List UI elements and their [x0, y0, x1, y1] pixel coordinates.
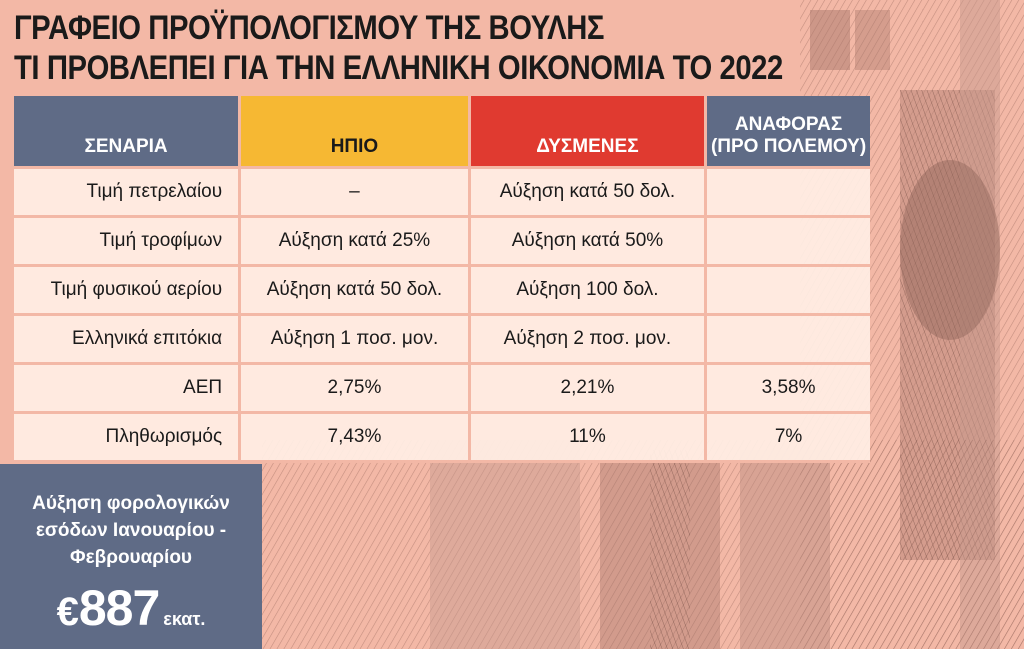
cell-adverse: 11% — [467, 414, 705, 463]
amount-unit: εκατ. — [163, 609, 206, 629]
table-row: Ελληνικά επιτόκια Αύξηση 1 ποσ. μον. Αύξ… — [14, 316, 870, 365]
header-reference: ΑΝΑΦΟΡΑΣ (ΠΡΟ ΠΟΛΕΜΟΥ) — [704, 96, 870, 169]
table-row: ΑΕΠ 2,75% 2,21% 3,58% — [14, 365, 870, 414]
tax-caption-line-1: Αύξηση φορολογικών — [32, 493, 230, 514]
row-label: Πληθωρισμός — [14, 414, 239, 463]
tax-revenue-amount: €887 εκατ. — [0, 579, 262, 637]
scenarios-table: ΣΕΝΑΡΙΑ ΗΠΙΟ ΔΥΣΜΕΝΕΣ ΑΝΑΦΟΡΑΣ (ΠΡΟ ΠΟΛΕ… — [14, 96, 870, 463]
cell-adverse: 2,21% — [467, 365, 705, 414]
cell-reference: 3,58% — [704, 365, 870, 414]
tax-caption-line-3: Φεβρουαρίου — [69, 547, 192, 568]
cell-reference — [704, 218, 870, 267]
header-reference-line-2: (ΠΡΟ ΠΟΛΕΜΟΥ) — [710, 136, 867, 157]
header-scenarios: ΣΕΝΑΡΙΑ — [14, 96, 239, 169]
cell-adverse: Αύξηση κατά 50% — [467, 218, 705, 267]
cell-reference — [704, 267, 870, 316]
tax-revenue-box: Αύξηση φορολογικών εσόδων Ιανουαρίου - Φ… — [0, 464, 262, 649]
cell-mild: 2,75% — [238, 365, 468, 414]
table-row: Τιμή φυσικού αερίου Αύξηση κατά 50 δολ. … — [14, 267, 870, 316]
cell-adverse: Αύξηση 100 δολ. — [467, 267, 705, 316]
table-row: Πληθωρισμός 7,43% 11% 7% — [14, 414, 870, 463]
cell-mild: 7,43% — [238, 414, 468, 463]
row-label: Ελληνικά επιτόκια — [14, 316, 239, 365]
cell-adverse: Αύξηση κατά 50 δολ. — [467, 169, 705, 218]
cell-reference — [704, 169, 870, 218]
cell-mild: Αύξηση 1 ποσ. μον. — [238, 316, 468, 365]
cell-adverse: Αύξηση 2 ποσ. μον. — [467, 316, 705, 365]
title-line-1: ΓΡΑΦΕΙΟ ΠΡΟΫΠΟΛΟΓΙΣΜΟΥ ΤΗΣ ΒΟΥΛΗΣ — [14, 9, 605, 47]
title-line-2: ΤΙ ΠΡΟΒΛΕΠΕΙ ΓΙΑ ΤΗΝ ΕΛΛΗΝΙΚΗ ΟΙΚΟΝΟΜΙΑ … — [14, 49, 783, 87]
row-label: Τιμή πετρελαίου — [14, 169, 239, 218]
cell-mild: Αύξηση κατά 25% — [238, 218, 468, 267]
cell-reference: 7% — [704, 414, 870, 463]
row-label: Τιμή τροφίμων — [14, 218, 239, 267]
cell-mild: – — [238, 169, 468, 218]
cell-mild: Αύξηση κατά 50 δολ. — [238, 267, 468, 316]
tax-caption-line-2: εσόδων Ιανουαρίου - — [35, 520, 227, 541]
cell-reference — [704, 316, 870, 365]
header-adverse: ΔΥΣΜΕΝΕΣ — [467, 96, 705, 169]
table-row: Τιμή τροφίμων Αύξηση κατά 25% Αύξηση κατ… — [14, 218, 870, 267]
tax-revenue-caption: Αύξηση φορολογικών εσόδων Ιανουαρίου - Φ… — [0, 490, 262, 571]
row-label: Τιμή φυσικού αερίου — [14, 267, 239, 316]
amount-value: 887 — [78, 580, 160, 636]
currency-symbol: € — [56, 590, 79, 634]
page-title: ΓΡΑΦΕΙΟ ΠΡΟΫΠΟΛΟΓΙΣΜΟΥ ΤΗΣ ΒΟΥΛΗΣ ΤΙ ΠΡΟ… — [14, 8, 783, 88]
header-reference-line-1: ΑΝΑΦΟΡΑΣ — [734, 114, 843, 135]
table-row: Τιμή πετρελαίου – Αύξηση κατά 50 δολ. — [14, 169, 870, 218]
table-header-row: ΣΕΝΑΡΙΑ ΗΠΙΟ ΔΥΣΜΕΝΕΣ ΑΝΑΦΟΡΑΣ (ΠΡΟ ΠΟΛΕ… — [14, 96, 870, 169]
row-label: ΑΕΠ — [14, 365, 239, 414]
header-mild: ΗΠΙΟ — [238, 96, 468, 169]
